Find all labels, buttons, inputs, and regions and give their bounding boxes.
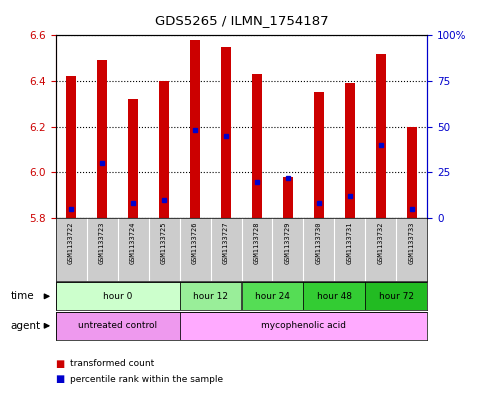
Text: GSM1133722: GSM1133722 bbox=[68, 221, 74, 264]
Text: GDS5265 / ILMN_1754187: GDS5265 / ILMN_1754187 bbox=[155, 14, 328, 27]
Text: untreated control: untreated control bbox=[78, 321, 157, 330]
Text: hour 12: hour 12 bbox=[193, 292, 228, 301]
Text: ■: ■ bbox=[56, 374, 65, 384]
Bar bbox=[158, 81, 170, 218]
Bar bbox=[303, 282, 366, 310]
Bar bbox=[313, 92, 325, 218]
Text: agent: agent bbox=[11, 321, 41, 331]
Text: time: time bbox=[11, 291, 34, 301]
Bar bbox=[242, 282, 303, 310]
Bar bbox=[252, 74, 262, 218]
Text: hour 72: hour 72 bbox=[379, 292, 414, 301]
Text: GSM1133730: GSM1133730 bbox=[316, 221, 322, 264]
Text: GSM1133726: GSM1133726 bbox=[192, 221, 198, 264]
Text: GSM1133733: GSM1133733 bbox=[409, 221, 415, 264]
Bar bbox=[56, 282, 180, 310]
Bar bbox=[407, 127, 417, 218]
Text: GSM1133731: GSM1133731 bbox=[347, 221, 353, 264]
Text: hour 0: hour 0 bbox=[103, 292, 132, 301]
Text: hour 48: hour 48 bbox=[317, 292, 352, 301]
Bar bbox=[221, 47, 231, 218]
Text: GSM1133727: GSM1133727 bbox=[223, 221, 229, 264]
Bar bbox=[366, 282, 427, 310]
Text: transformed count: transformed count bbox=[70, 359, 154, 368]
Text: hour 24: hour 24 bbox=[255, 292, 290, 301]
Bar bbox=[283, 177, 293, 218]
Bar bbox=[180, 282, 242, 310]
Bar bbox=[376, 54, 386, 218]
Text: percentile rank within the sample: percentile rank within the sample bbox=[70, 375, 223, 384]
Bar bbox=[344, 83, 355, 218]
Bar bbox=[128, 99, 139, 218]
Text: GSM1133732: GSM1133732 bbox=[378, 221, 384, 264]
Text: GSM1133725: GSM1133725 bbox=[161, 221, 167, 264]
Text: GSM1133728: GSM1133728 bbox=[254, 221, 260, 264]
Bar bbox=[180, 312, 427, 340]
Bar bbox=[56, 312, 180, 340]
Text: ■: ■ bbox=[56, 358, 65, 369]
Bar bbox=[97, 61, 107, 218]
Text: GSM1133729: GSM1133729 bbox=[285, 221, 291, 264]
Text: GSM1133723: GSM1133723 bbox=[99, 221, 105, 264]
Bar bbox=[190, 40, 200, 218]
Bar bbox=[66, 77, 76, 218]
Text: GSM1133724: GSM1133724 bbox=[130, 221, 136, 264]
Text: mycophenolic acid: mycophenolic acid bbox=[261, 321, 346, 330]
